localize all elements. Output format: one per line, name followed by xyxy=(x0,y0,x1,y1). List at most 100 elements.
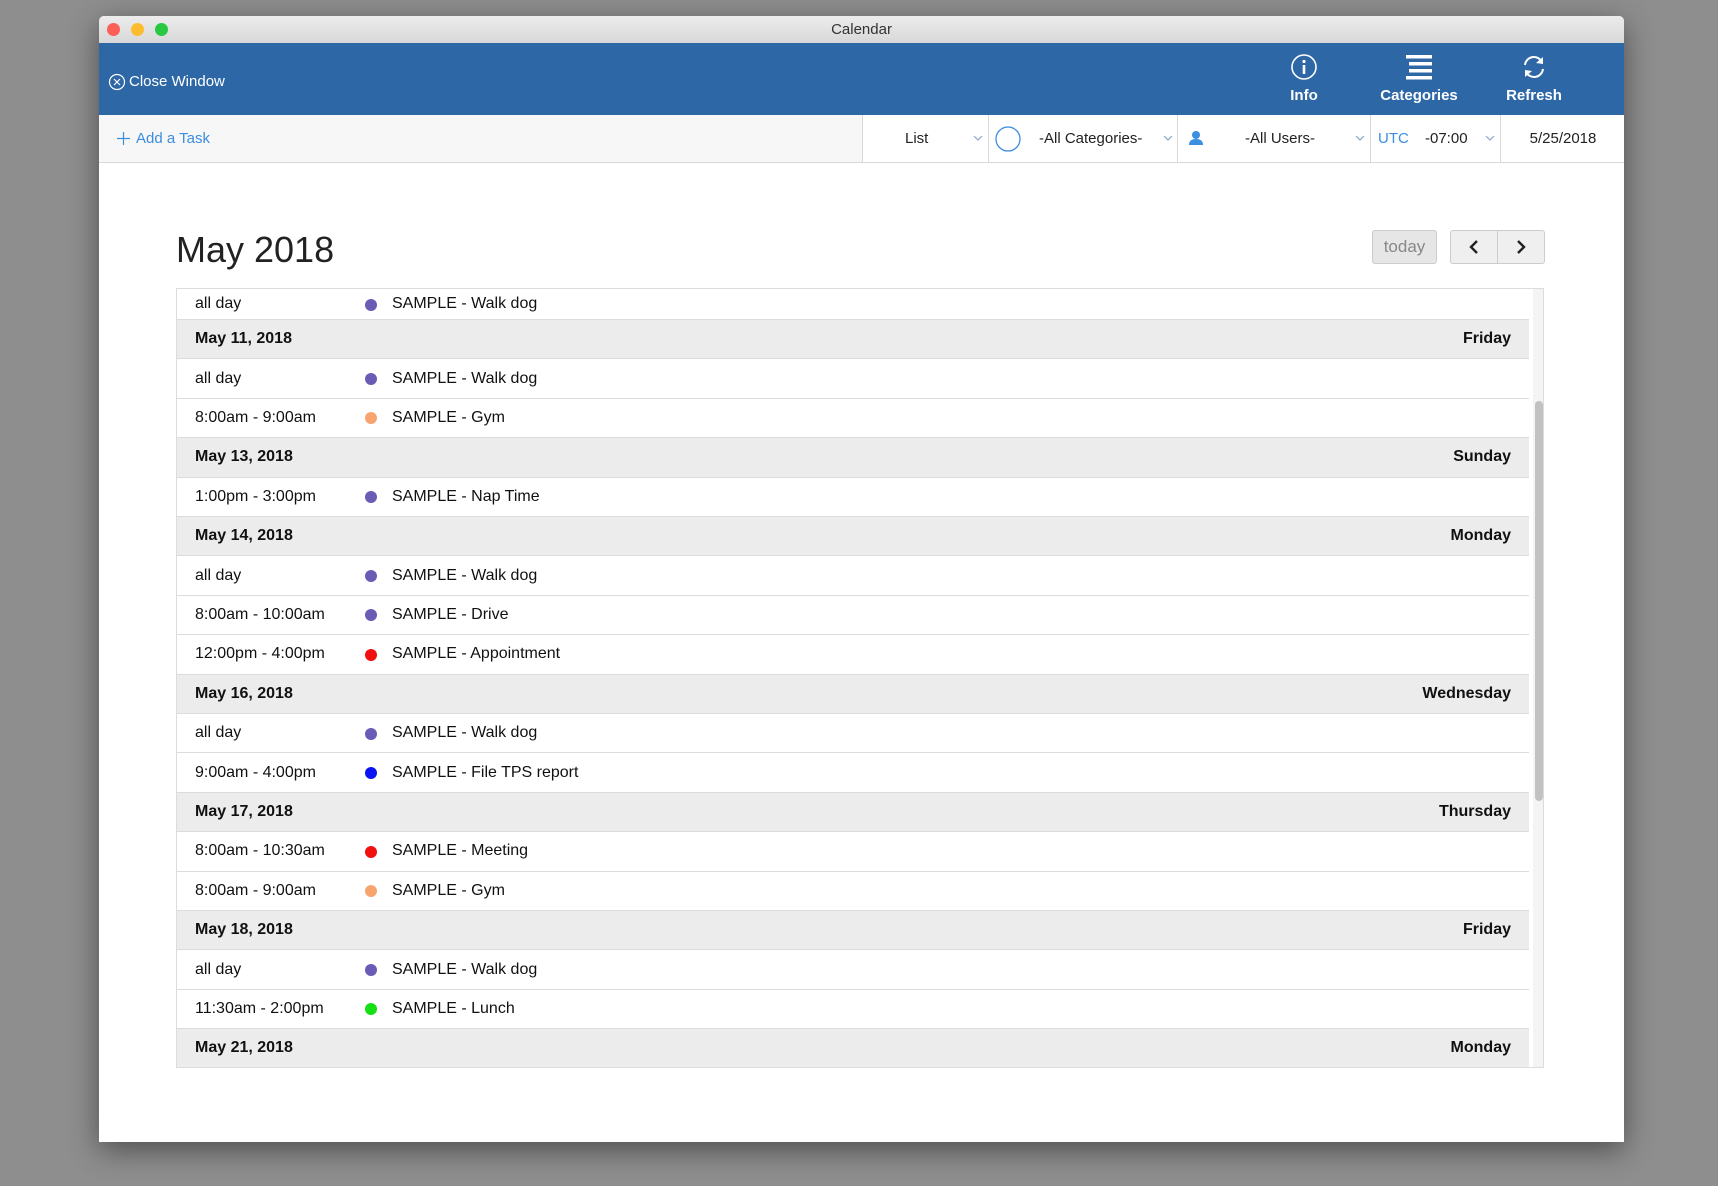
event-title: SAMPLE - Meeting xyxy=(392,842,529,860)
month-title: May 2018 xyxy=(176,229,335,270)
info-button[interactable]: Info xyxy=(1290,87,1318,104)
prev-button[interactable] xyxy=(1450,230,1498,264)
title-bar: Calendar xyxy=(99,16,1624,44)
event-dot xyxy=(365,727,377,740)
event-time: 8:00am - 9:00am xyxy=(195,408,316,426)
event-dot xyxy=(365,373,377,386)
date-field[interactable]: 5/25/2018 xyxy=(1500,115,1624,162)
day-header: May 14, 2018 Monday xyxy=(177,517,1529,557)
view-label: List xyxy=(905,130,929,147)
event-dot xyxy=(365,1003,377,1016)
event-title: SAMPLE - Gym xyxy=(392,408,505,426)
event-row[interactable]: all day SAMPLE - Walk dog xyxy=(177,359,1529,399)
event-dot xyxy=(365,845,377,858)
event-title: SAMPLE - Appointment xyxy=(392,645,561,663)
event-row[interactable]: 11:30am - 2:00pm SAMPLE - Lunch xyxy=(177,990,1529,1030)
chevron xyxy=(1355,135,1365,141)
categories-button[interactable]: Categories xyxy=(1380,87,1458,104)
day-date: May 16, 2018 xyxy=(195,684,293,702)
event-title: SAMPLE - Walk dog xyxy=(392,724,538,742)
day-date: May 18, 2018 xyxy=(195,921,293,938)
event-title: SAMPLE - Walk dog xyxy=(392,960,538,978)
window-title: Calendar xyxy=(831,21,892,38)
close-window[interactable]: Close Window xyxy=(129,73,225,90)
event-title: SAMPLE - File TPS report xyxy=(392,763,579,781)
day-weekday: Friday xyxy=(1462,330,1511,347)
event-dot xyxy=(365,609,377,622)
event-row[interactable]: 12:00pm - 4:00pm SAMPLE - Appointment xyxy=(177,635,1529,675)
event-row[interactable]: all day SAMPLE - Walk dog xyxy=(177,714,1529,754)
scrollbar-thumb[interactable] xyxy=(1535,401,1543,801)
category-circle xyxy=(995,126,1021,152)
event-dot xyxy=(365,570,377,583)
info-icon xyxy=(1291,54,1317,80)
event-row[interactable]: 8:00am - 9:00am SAMPLE - Gym xyxy=(177,872,1529,911)
event-dot xyxy=(365,491,377,504)
event-row[interactable]: 8:00am - 10:30am SAMPLE - Meeting xyxy=(177,832,1529,872)
event-time: all day xyxy=(195,724,242,742)
categories-icon xyxy=(1406,55,1432,80)
event-list: all day SAMPLE - Walk dog May 11, 2018 Frid… xyxy=(176,288,1544,1068)
event-title: SAMPLE - Walk dog xyxy=(392,566,538,584)
event-time: 12:00pm - 4:00pm xyxy=(195,645,325,663)
event-time: 11:30am - 2:00pm xyxy=(195,999,324,1017)
close-light[interactable] xyxy=(107,23,120,36)
day-header: May 13, 2018 Sunday xyxy=(177,438,1529,478)
add-task[interactable]: Add a Task xyxy=(136,130,210,147)
zoom-light[interactable] xyxy=(155,23,168,36)
day-weekday: Wednesday xyxy=(1422,684,1511,702)
offset-label: -07:00 xyxy=(1425,130,1468,147)
chevron xyxy=(1163,135,1173,141)
day-header: May 18, 2018 Friday xyxy=(177,911,1529,951)
event-dot xyxy=(365,412,377,425)
timezone-select[interactable]: UTC -07:00 xyxy=(1370,115,1501,162)
date-label: 5/25/2018 xyxy=(1529,130,1597,147)
close-icon xyxy=(108,73,126,91)
event-time: 8:00am - 10:00am xyxy=(195,605,325,623)
event-row[interactable]: 8:00am - 10:00am SAMPLE - Drive xyxy=(177,596,1529,636)
minimize-light[interactable] xyxy=(131,23,144,36)
event-time: all day xyxy=(195,960,242,978)
day-weekday: Monday xyxy=(1450,1039,1511,1057)
event-title: SAMPLE - Drive xyxy=(392,605,509,623)
day-header: May 17, 2018 Thursday xyxy=(177,792,1529,833)
event-dot xyxy=(365,298,377,311)
event-row[interactable]: all day SAMPLE - Walk dog xyxy=(177,289,1529,320)
event-time: 9:00am - 4:00pm xyxy=(195,763,316,781)
day-header: May 21, 2018 Monday xyxy=(177,1029,1529,1067)
next-icon xyxy=(1517,240,1526,254)
refresh-button[interactable]: Refresh xyxy=(1506,87,1562,104)
day-date: May 11, 2018 xyxy=(195,330,292,347)
category-select[interactable]: -All Categories- xyxy=(988,115,1178,162)
next-button[interactable] xyxy=(1497,230,1545,264)
user-label: -All Users- xyxy=(1245,130,1315,147)
event-time: all day xyxy=(195,566,242,584)
event-row[interactable]: 8:00am - 9:00am SAMPLE - Gym xyxy=(177,399,1529,439)
day-date: May 13, 2018 xyxy=(195,448,293,466)
event-time: 8:00am - 10:30am xyxy=(195,842,325,860)
user-icon xyxy=(1189,131,1203,145)
event-time: all day xyxy=(195,369,242,387)
day-weekday: Friday xyxy=(1462,921,1511,938)
user-select[interactable]: -All Users- xyxy=(1177,115,1371,162)
view-select[interactable]: List xyxy=(862,115,989,162)
today-button[interactable]: today xyxy=(1372,230,1437,264)
refresh-icon xyxy=(1524,56,1544,78)
event-title: SAMPLE - Walk dog xyxy=(392,295,538,312)
add-task-area xyxy=(99,115,862,162)
day-weekday: Monday xyxy=(1450,527,1511,544)
event-row[interactable]: 1:00pm - 3:00pm SAMPLE - Nap Time xyxy=(177,478,1529,517)
day-date: May 17, 2018 xyxy=(195,802,293,820)
chevron xyxy=(973,135,983,141)
header-bar: Close Window Info Categories Refresh xyxy=(99,43,1624,115)
event-dot xyxy=(365,648,377,661)
event-row[interactable]: all day SAMPLE - Walk dog xyxy=(177,950,1529,990)
event-row[interactable]: all day SAMPLE - Walk dog xyxy=(177,556,1529,596)
prev-icon xyxy=(1469,240,1478,254)
event-dot xyxy=(365,767,377,780)
day-header: May 11, 2018 Friday xyxy=(177,320,1529,360)
event-row[interactable]: 9:00am - 4:00pm SAMPLE - File TPS report xyxy=(177,753,1529,793)
day-date: May 21, 2018 xyxy=(195,1039,293,1057)
toolbar: Add a Task List -All Categories- -All Us… xyxy=(99,115,1624,163)
